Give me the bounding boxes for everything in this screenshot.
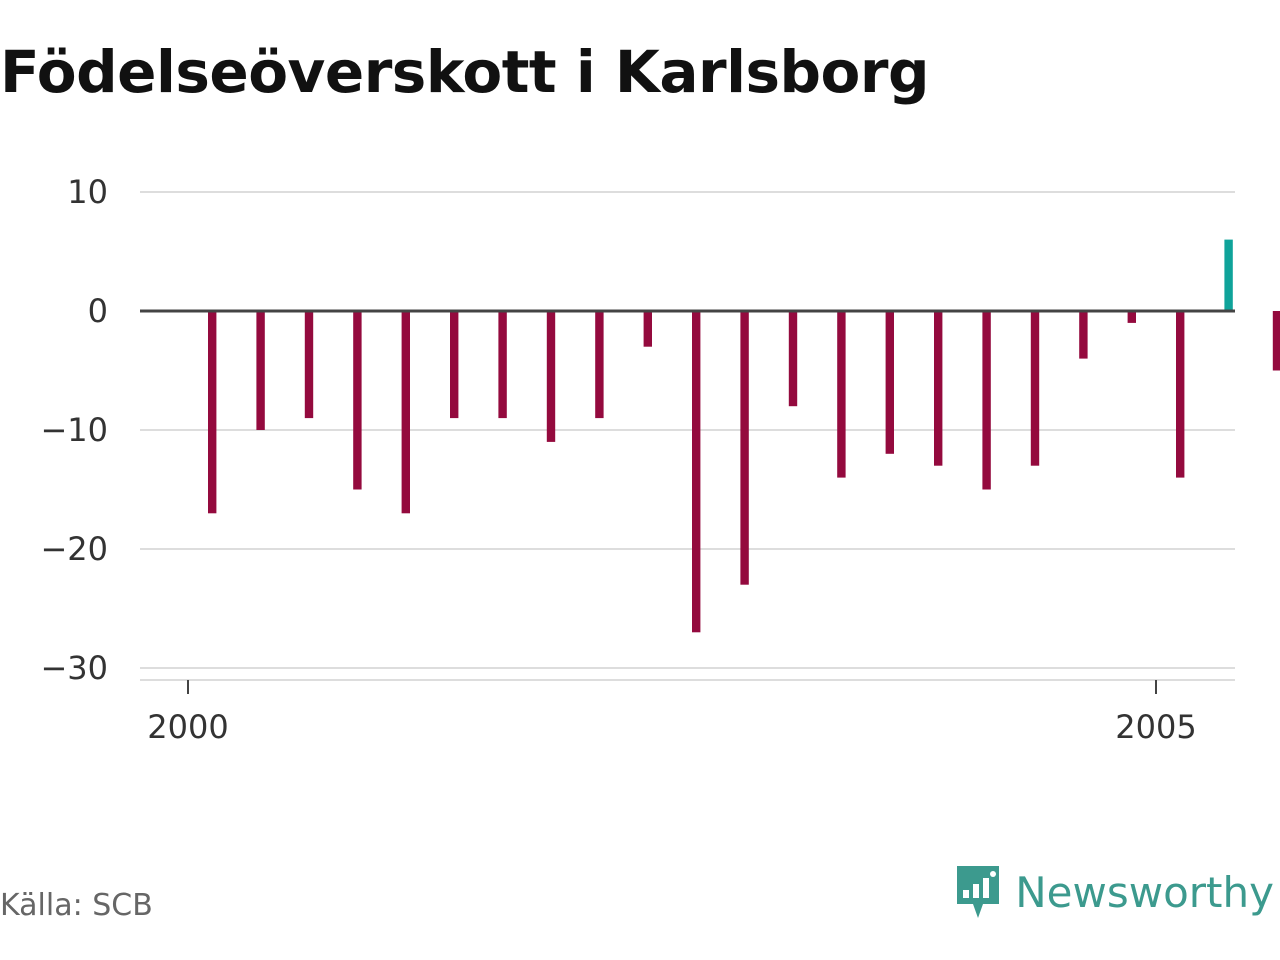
chart-title: Födelseöverskott i Karlsborg bbox=[0, 38, 929, 106]
bar bbox=[546, 311, 556, 442]
newsworthy-logo-icon bbox=[957, 866, 1000, 918]
bar bbox=[450, 311, 459, 419]
bar bbox=[982, 311, 991, 490]
bar bbox=[885, 311, 894, 454]
bar bbox=[1176, 311, 1185, 478]
source-label: Källa: SCB bbox=[0, 888, 153, 923]
bar bbox=[692, 311, 701, 633]
bar bbox=[401, 311, 410, 514]
bar bbox=[1127, 311, 1136, 323]
x-tick-label: 2005 bbox=[1115, 708, 1196, 746]
bar bbox=[595, 311, 604, 419]
bar bbox=[788, 311, 798, 407]
y-tick-label: −10 bbox=[40, 411, 108, 449]
bar bbox=[837, 311, 846, 478]
bar bbox=[256, 311, 265, 430]
bar bbox=[1030, 311, 1040, 466]
x-tick-label: 2000 bbox=[147, 708, 228, 746]
bar bbox=[1224, 239, 1233, 311]
bar bbox=[1079, 311, 1088, 359]
y-tick-label: 10 bbox=[67, 173, 108, 211]
bar bbox=[934, 311, 943, 466]
bar bbox=[353, 311, 362, 490]
bar bbox=[1272, 311, 1280, 371]
y-tick-label: −20 bbox=[40, 530, 108, 568]
y-tick-label: 0 bbox=[88, 292, 108, 330]
brand-name: Newsworthy bbox=[1015, 867, 1274, 917]
brand-logo: Newsworthy bbox=[953, 862, 1274, 922]
bar bbox=[740, 311, 749, 585]
y-tick-label: −30 bbox=[40, 649, 108, 687]
bar bbox=[304, 311, 314, 419]
bar bbox=[208, 311, 217, 514]
bar bbox=[643, 311, 652, 347]
bar bbox=[498, 311, 507, 419]
